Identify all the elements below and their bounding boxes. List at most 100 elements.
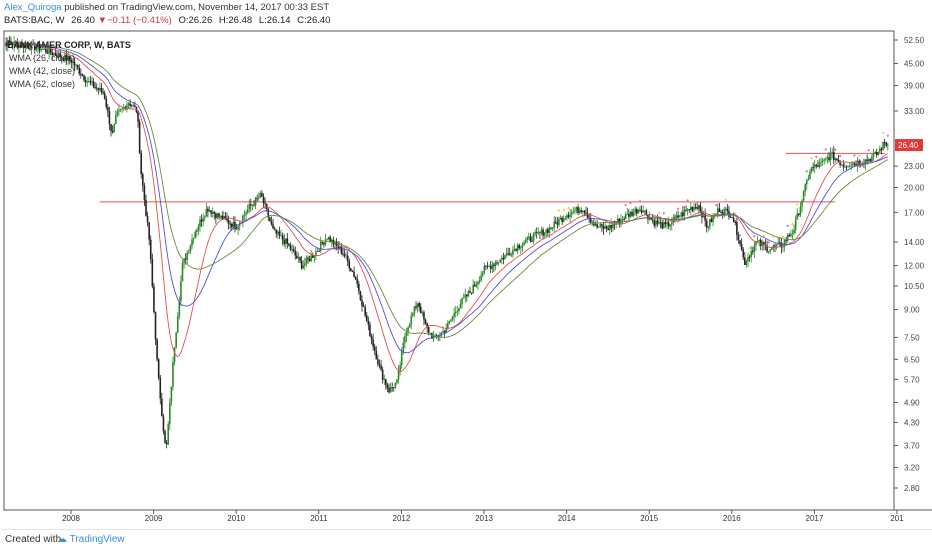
candle-body[interactable]: [753, 245, 756, 253]
candle-body[interactable]: [451, 316, 454, 320]
candle-body[interactable]: [564, 218, 567, 219]
candle-body[interactable]: [562, 218, 565, 222]
candle-body[interactable]: [351, 270, 354, 272]
candle-body[interactable]: [626, 213, 629, 215]
candle-body[interactable]: [378, 364, 381, 366]
candle-body[interactable]: [107, 106, 109, 112]
candle-body[interactable]: [234, 221, 236, 229]
candle-body[interactable]: [877, 151, 880, 155]
candle-body[interactable]: [737, 235, 740, 241]
candle-body[interactable]: [578, 210, 581, 214]
candle-body[interactable]: [381, 369, 384, 380]
candle-body[interactable]: [677, 215, 679, 218]
candle-body[interactable]: [669, 224, 671, 227]
candle-body[interactable]: [267, 209, 270, 218]
candle-body[interactable]: [48, 48, 50, 54]
candle-body[interactable]: [53, 53, 55, 56]
candle-body[interactable]: [169, 402, 171, 425]
candle-body[interactable]: [40, 49, 42, 51]
candle-body[interactable]: [21, 43, 23, 47]
candle-body[interactable]: [726, 208, 729, 212]
candle-body[interactable]: [275, 229, 278, 234]
candle-body[interactable]: [664, 222, 667, 225]
candle-body[interactable]: [747, 256, 749, 262]
candle-body[interactable]: [836, 158, 838, 161]
candle-body[interactable]: [27, 45, 30, 49]
candle-body[interactable]: [259, 192, 262, 198]
candle-body[interactable]: [172, 361, 174, 387]
candle-body[interactable]: [693, 207, 695, 211]
candle-body[interactable]: [535, 232, 538, 233]
candle-body[interactable]: [518, 245, 521, 249]
candle-body[interactable]: [500, 257, 503, 260]
candle-body[interactable]: [146, 215, 149, 223]
candle-body[interactable]: [405, 332, 408, 336]
candle-body[interactable]: [640, 210, 643, 213]
candle-body[interactable]: [5, 42, 7, 47]
candle-body[interactable]: [46, 52, 49, 54]
candle-body[interactable]: [399, 365, 401, 371]
candle-body[interactable]: [875, 151, 878, 155]
candle-body[interactable]: [380, 365, 382, 370]
candle-body[interactable]: [842, 164, 845, 167]
candle-body[interactable]: [134, 105, 136, 107]
candle-body[interactable]: [582, 210, 584, 212]
candle-body[interactable]: [323, 242, 325, 245]
candle-body[interactable]: [65, 54, 68, 61]
candle-body[interactable]: [497, 262, 500, 264]
candle-body[interactable]: [683, 210, 686, 216]
candle-body[interactable]: [180, 281, 182, 301]
candle-body[interactable]: [721, 212, 724, 214]
candle-body[interactable]: [270, 221, 273, 225]
candle-body[interactable]: [264, 203, 266, 204]
candle-body[interactable]: [224, 216, 227, 219]
candle-body[interactable]: [230, 224, 233, 228]
candle-body[interactable]: [745, 261, 748, 265]
candle-body[interactable]: [504, 255, 506, 260]
candle-body[interactable]: [607, 228, 610, 231]
candle-body[interactable]: [575, 207, 578, 211]
candle-body[interactable]: [102, 92, 104, 94]
candle-body[interactable]: [375, 350, 378, 360]
candle-body[interactable]: [373, 346, 376, 351]
candle-body[interactable]: [75, 64, 77, 66]
candle-body[interactable]: [529, 236, 532, 242]
candle-body[interactable]: [289, 245, 292, 250]
candle-body[interactable]: [879, 148, 881, 152]
candle-body[interactable]: [199, 219, 201, 227]
candle-body[interactable]: [624, 214, 627, 220]
candle-body[interactable]: [348, 261, 351, 269]
candle-body[interactable]: [834, 158, 837, 160]
candle-body[interactable]: [412, 312, 414, 316]
candle-body[interactable]: [885, 142, 887, 146]
candle-body[interactable]: [699, 205, 702, 212]
candle-body[interactable]: [8, 40, 11, 43]
candle-body[interactable]: [359, 291, 362, 301]
candle-body[interactable]: [369, 324, 371, 337]
candle-body[interactable]: [602, 226, 605, 229]
candle-body[interactable]: [99, 87, 101, 90]
candle-body[interactable]: [548, 227, 551, 233]
candle-body[interactable]: [610, 224, 613, 228]
candle-body[interactable]: [203, 216, 206, 219]
candle-body[interactable]: [116, 111, 119, 116]
candle-body[interactable]: [30, 43, 33, 50]
candle-body[interactable]: [410, 315, 413, 325]
candle-body[interactable]: [807, 178, 810, 181]
candle-body[interactable]: [778, 242, 781, 244]
candle-body[interactable]: [439, 335, 441, 338]
candle-body[interactable]: [443, 330, 446, 333]
candle-body[interactable]: [740, 244, 743, 250]
candle-body[interactable]: [499, 259, 502, 263]
candle-body[interactable]: [211, 211, 214, 214]
candle-body[interactable]: [10, 42, 12, 45]
candle-body[interactable]: [788, 234, 791, 237]
candle-body[interactable]: [67, 56, 69, 61]
candle-body[interactable]: [674, 217, 676, 219]
candle-body[interactable]: [250, 204, 252, 206]
candle-body[interactable]: [818, 162, 821, 167]
candle-body[interactable]: [396, 379, 398, 384]
candle-body[interactable]: [516, 245, 519, 252]
candle-body[interactable]: [307, 257, 309, 259]
candle-body[interactable]: [302, 265, 305, 269]
